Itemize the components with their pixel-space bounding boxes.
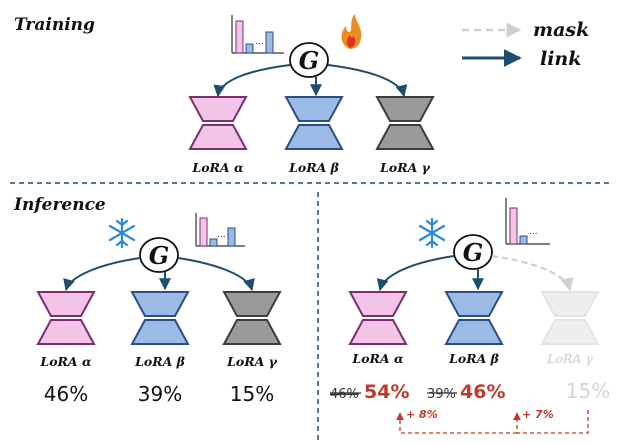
alpha-percent-left: 46% — [44, 382, 88, 406]
lora-beta-label-training: LoRA β — [288, 160, 340, 175]
g-node-inference-right: G — [453, 234, 493, 270]
chart-dots: ... — [255, 37, 264, 47]
mini-bar-chart-icon: ... — [195, 213, 245, 247]
lora-beta-block-training — [284, 96, 344, 150]
redistribution-arrows — [396, 410, 589, 434]
gain-beta-label: + 7% — [522, 408, 554, 421]
alpha-new-percent: 54% — [364, 381, 409, 403]
training-link-alpha — [213, 64, 291, 98]
lora-beta-label-inference-right: LoRA β — [448, 351, 500, 366]
lora-gamma-label-training: LoRA γ — [379, 160, 431, 175]
lora-gamma-block-training — [375, 96, 435, 150]
lora-gamma-block-inference-right-masked — [540, 291, 600, 345]
lora-beta-block-inference-right — [444, 291, 504, 345]
fire-icon — [341, 14, 362, 49]
lora-alpha-block-inference-left — [36, 291, 96, 345]
mask-legend-label: mask — [533, 19, 589, 41]
beta-percent-left: 39% — [138, 382, 182, 406]
lora-gamma-label-inference-right: LoRA γ — [546, 351, 593, 366]
training-title: Training — [14, 15, 95, 35]
g-node-training: G — [289, 42, 329, 78]
chart-dots: ... — [529, 227, 538, 237]
lora-gamma-label-inference-left: LoRA γ — [226, 354, 278, 369]
inference-right-link-alpha — [376, 255, 455, 292]
chart-dots: ... — [217, 230, 226, 240]
g-node-label: G — [463, 238, 484, 267]
g-node-inference-left: G — [139, 237, 179, 273]
snowflake-icon — [418, 217, 446, 249]
lora-alpha-label-training: LoRA α — [191, 160, 244, 175]
gamma-percent-left: 15% — [230, 382, 274, 406]
inference-left-link-gamma — [177, 257, 255, 292]
lora-beta-block-inference-left — [130, 291, 190, 345]
lora-alpha-block-inference-right — [348, 291, 408, 345]
gamma-percent-right: 15% — [566, 379, 610, 403]
lora-gamma-block-inference-left — [222, 291, 282, 345]
beta-old-percent: 39% — [427, 387, 456, 402]
legend: mask link — [462, 19, 589, 70]
g-node-label: G — [299, 46, 320, 75]
g-node-label: G — [149, 241, 170, 270]
lora-alpha-block-training — [188, 96, 248, 150]
inference-left-link-alpha — [63, 257, 141, 292]
gain-alpha-label: + 8% — [406, 408, 438, 421]
lora-beta-label-inference-left: LoRA β — [134, 354, 186, 369]
inference-right-mask-gamma — [491, 254, 574, 292]
mini-bar-chart-icon: ... — [505, 198, 550, 245]
snowflake-icon — [108, 217, 136, 249]
lora-alpha-label-inference-left: LoRA α — [39, 354, 92, 369]
alpha-old-percent: 46% — [330, 387, 359, 402]
inference-title: Inference — [13, 195, 106, 215]
mini-bar-chart-icon: ... — [231, 15, 284, 54]
link-legend-label: link — [540, 48, 581, 70]
training-link-gamma — [327, 64, 408, 98]
beta-new-percent: 46% — [460, 381, 505, 403]
lora-alpha-label-inference-right: LoRA α — [351, 351, 404, 366]
